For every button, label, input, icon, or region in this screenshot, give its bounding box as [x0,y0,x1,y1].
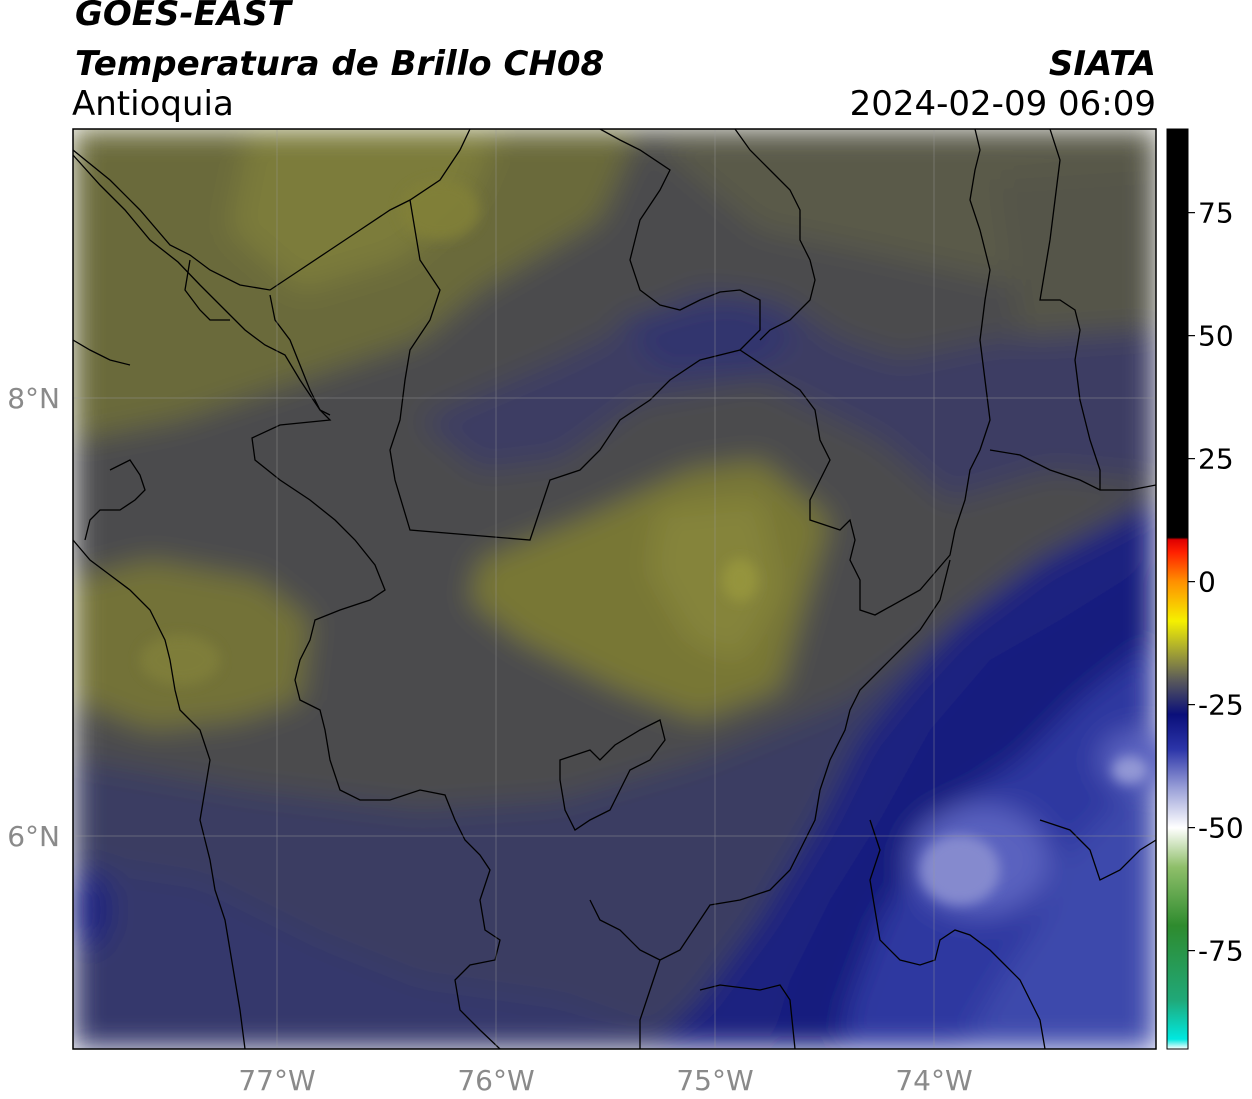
administrative-boundaries [73,129,1156,1049]
region-title: Antioquia [72,84,234,124]
lon-label-75w: 75°W [676,1064,753,1097]
datetime-label: 2024-02-09 06:09 [849,84,1156,124]
colorbar-tick-label: -25 [1198,689,1244,722]
colorbar: 75 50 25 0 -25 -50 -75 [1166,128,1244,1050]
lon-label-74w: 74°W [895,1064,972,1097]
lat-label-8n: 8°N [7,382,60,415]
product-title: Temperatura de Brillo CH08 [75,44,605,84]
colorbar-frame [1166,128,1189,1050]
brightness-temperature-field [73,129,1156,1049]
colorbar-tick-label: 0 [1198,566,1216,599]
lon-label-77w: 77°W [238,1064,315,1097]
colorbar-tick-label: -75 [1198,935,1244,968]
colorbar-scale [1167,129,1188,1049]
colorbar-tick-label: 75 [1198,197,1234,230]
lon-label-76w: 76°W [457,1064,534,1097]
gridlines [73,129,1156,1049]
colorbar-tick-label: 50 [1198,320,1234,353]
colorbar-tick-label: 25 [1198,443,1234,476]
satellite-title: GOES-EAST [75,0,291,34]
map-frame [72,128,1157,1050]
agency-label: SIATA [1048,44,1156,84]
colorbar-tick-label: -50 [1198,812,1244,845]
lat-label-6n: 6°N [7,820,60,853]
